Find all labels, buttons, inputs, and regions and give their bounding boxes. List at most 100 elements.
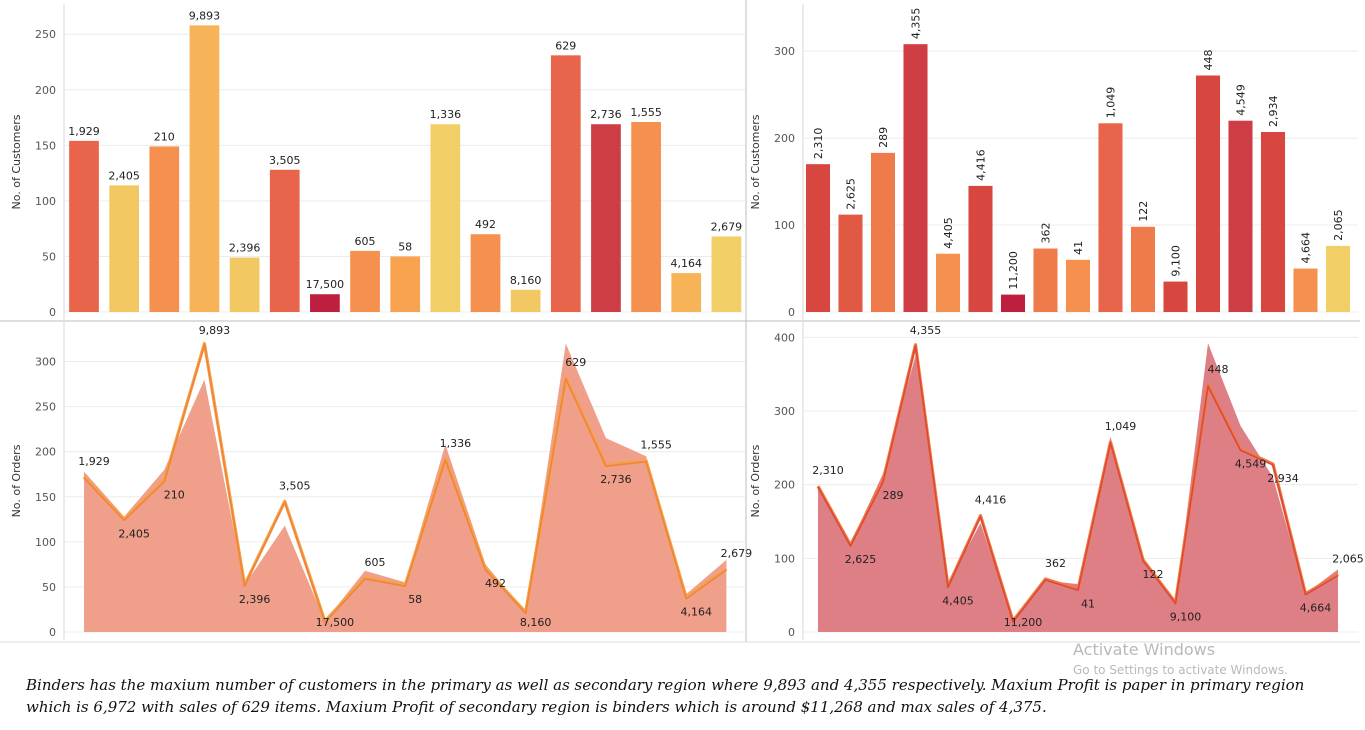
y-tick-label: 200 [774, 132, 795, 145]
bar[interactable] [968, 185, 993, 312]
bar[interactable] [1033, 248, 1058, 312]
area-data-label: 4,405 [942, 594, 974, 607]
bar[interactable] [1293, 268, 1318, 312]
bar[interactable] [838, 214, 863, 312]
bar[interactable] [1065, 259, 1091, 312]
area-data-label: 41 [1081, 597, 1095, 610]
bar[interactable] [805, 164, 831, 312]
series-area [84, 343, 727, 632]
bar[interactable] [390, 256, 421, 312]
bar[interactable] [870, 152, 896, 312]
bar[interactable] [109, 185, 140, 312]
area-data-label: 4,416 [975, 494, 1007, 507]
y-axis-title: No. of Customers [749, 114, 762, 209]
bar-data-label: 122 [1137, 201, 1150, 222]
y-axis-title: No. of Orders [10, 444, 23, 517]
area-data-label: 4,549 [1235, 457, 1267, 470]
bar-data-label: 9,100 [1170, 245, 1183, 277]
bar-data-label: 492 [475, 218, 496, 231]
area-data-label: 605 [365, 556, 386, 569]
bar-data-label: 1,929 [68, 125, 100, 138]
bar[interactable] [550, 55, 581, 312]
bar[interactable] [510, 289, 541, 312]
y-tick-label: 200 [35, 84, 56, 97]
bar-data-label: 289 [877, 127, 890, 148]
y-axis-title: No. of Customers [10, 114, 23, 209]
bar[interactable] [1000, 294, 1026, 312]
bar[interactable] [711, 236, 742, 312]
bar[interactable] [671, 273, 702, 312]
area-data-label: 122 [1143, 568, 1164, 581]
area-data-label: 2,934 [1267, 472, 1299, 485]
bar[interactable] [229, 257, 260, 312]
bar[interactable] [1260, 132, 1286, 312]
bar[interactable] [310, 294, 340, 312]
y-tick-label: 0 [49, 306, 56, 319]
area-data-label: 11,200 [1004, 616, 1043, 629]
bar[interactable] [269, 169, 300, 312]
bar[interactable] [903, 44, 928, 312]
bar-data-label: 11,200 [1007, 251, 1020, 290]
bar[interactable] [149, 146, 180, 312]
bar[interactable] [350, 250, 380, 312]
y-tick-label: 300 [35, 356, 56, 369]
customers-bar-chart-secondary: 0 100 200 300 No. of Customers 2,310 2,625 289 4… [749, 4, 1358, 320]
windows-activation-title: Activate Windows [1073, 640, 1216, 659]
y-tick-label: 150 [35, 491, 56, 504]
bar-data-label: 1,049 [1105, 87, 1118, 119]
y-tick-label: 150 [35, 139, 56, 152]
bar-data-label: 17,500 [306, 278, 345, 291]
y-tick-label: 50 [42, 250, 56, 263]
bar-data-label: 362 [1040, 223, 1053, 244]
y-tick-label: 250 [35, 28, 56, 41]
y-tick-label: 0 [49, 626, 56, 639]
bar[interactable] [1325, 245, 1351, 312]
area-data-label: 2,736 [600, 473, 632, 486]
bar[interactable] [430, 124, 461, 312]
area-data-label: 1,049 [1105, 420, 1137, 433]
area-data-label: 9,893 [199, 324, 231, 337]
area-data-label: 210 [164, 489, 185, 502]
bar-data-label: 4,355 [910, 8, 923, 40]
summary-caption: Binders has the maxium number of custome… [26, 676, 1305, 716]
bar[interactable] [1163, 281, 1188, 312]
series-line [83, 343, 727, 623]
bar[interactable] [1195, 75, 1221, 312]
orders-area-chart-secondary: 0 100 200 300 400 No. of Orders 2,310 2,625 289 4… [749, 322, 1364, 640]
bar[interactable] [631, 122, 661, 312]
bar[interactable] [1228, 120, 1253, 313]
bar-data-label: 4,664 [1300, 232, 1313, 264]
y-tick-label: 200 [35, 446, 56, 459]
bar[interactable] [189, 25, 220, 312]
bar-data-label: 2,065 [1332, 209, 1345, 241]
area-data-label: 8,160 [520, 616, 552, 629]
bar[interactable] [935, 253, 961, 312]
area-data-label: 492 [485, 577, 506, 590]
bar-data-label: 2,679 [711, 220, 743, 233]
bar[interactable] [591, 124, 621, 312]
area-data-label: 2,679 [721, 547, 753, 560]
area-data-label: 3,505 [279, 479, 311, 492]
series-line [817, 344, 1339, 623]
area-data-label: 2,310 [812, 464, 844, 477]
bar-data-label: 8,160 [510, 274, 542, 287]
bar-data-label: 58 [398, 240, 412, 253]
bar-data-label: 41 [1072, 241, 1085, 255]
bar[interactable] [1098, 123, 1123, 312]
bar[interactable] [470, 234, 501, 312]
y-tick-label: 0 [788, 306, 795, 319]
y-tick-label: 400 [774, 331, 795, 344]
area-data-label: 4,355 [910, 324, 942, 337]
y-tick-label: 50 [42, 581, 56, 594]
area-data-label: 1,929 [78, 455, 110, 468]
bar[interactable] [1130, 226, 1156, 312]
bar-data-label: 210 [154, 130, 175, 143]
bar[interactable] [69, 140, 99, 312]
bar-data-label: 2,310 [812, 128, 825, 160]
bar-data-label: 448 [1202, 49, 1215, 70]
bar-data-label: 2,405 [108, 169, 140, 182]
bar-data-label: 2,396 [229, 242, 261, 255]
windows-activation-subtitle: Go to Settings to activate Windows. [1073, 663, 1288, 677]
area-data-label: 2,405 [118, 527, 150, 540]
y-tick-label: 100 [35, 536, 56, 549]
